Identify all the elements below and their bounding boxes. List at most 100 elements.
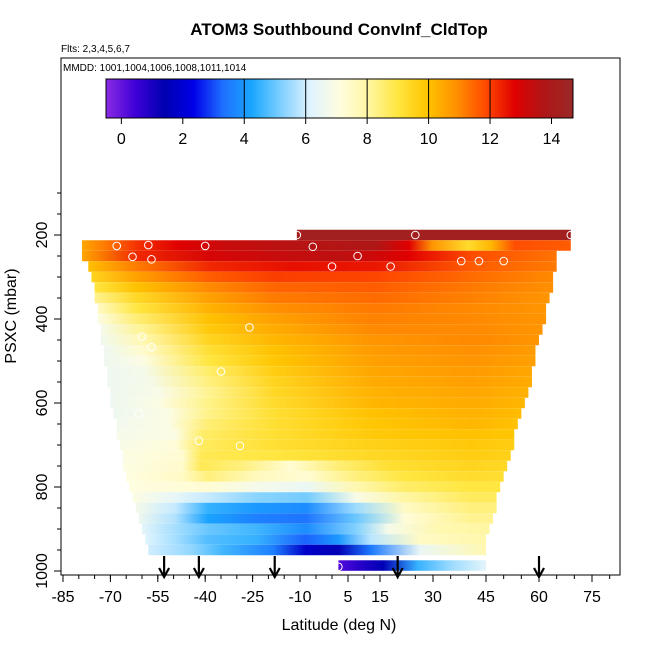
profile-band — [123, 460, 508, 472]
x-tick-label: -55 — [146, 589, 169, 606]
profile-band — [104, 355, 536, 367]
flight-arrow — [533, 556, 545, 580]
dates-label: MMDD: 1001,1004,1006,1008,1011,1014 — [63, 63, 247, 74]
profile-band — [107, 376, 532, 388]
flight-arrow — [268, 556, 281, 580]
profile-band — [132, 492, 497, 503]
colorbar-bar — [105, 78, 574, 119]
profile-band — [148, 544, 486, 556]
observation-circle — [194, 436, 204, 446]
x-tick-label: -40 — [194, 589, 217, 606]
profile-band — [119, 439, 515, 451]
profile-band — [138, 513, 494, 524]
observation-circle — [456, 256, 466, 266]
x-tick-label: 15 — [371, 589, 389, 606]
observation-circle — [308, 242, 318, 252]
x-tick-label: 5 — [344, 589, 353, 606]
x-tick-label: -10 — [288, 589, 311, 606]
observation-circle — [292, 230, 302, 240]
colorbar-tick-label: 10 — [420, 131, 438, 148]
observation-circle — [566, 230, 576, 240]
profile-band — [81, 240, 571, 251]
profile-band — [145, 534, 486, 545]
profile-band — [107, 366, 532, 377]
profile-band — [142, 523, 490, 535]
y-tick-label: 200 — [34, 222, 51, 249]
observation-circle — [334, 562, 343, 572]
colorbar-tick-label: 0 — [117, 131, 126, 148]
observation-circle — [128, 252, 137, 262]
y-axis: 200 400 600 800 1000 — [34, 192, 61, 589]
observation-circle — [147, 342, 156, 352]
observation-circle — [327, 262, 337, 271]
observation-circle — [245, 323, 254, 332]
x-tick-label: 45 — [477, 589, 495, 606]
observation-circle — [90, 355, 99, 365]
observation-circle — [474, 256, 484, 266]
chart-title: ATOM3 Southbound ConvInf_CldTop — [190, 20, 487, 39]
y-tick-label: 1000 — [34, 553, 51, 589]
observation-circle — [200, 241, 210, 251]
observation-circle — [134, 409, 144, 418]
profile-band — [100, 324, 543, 335]
colorbar-ticks: 0 2 4 6 8 10 12 14 — [117, 118, 561, 148]
observation-circle — [235, 441, 245, 451]
profile-band — [97, 303, 547, 314]
profile-band — [338, 560, 486, 571]
x-tick-label: -25 — [241, 589, 264, 606]
colorbar: 0 2 4 6 8 10 12 14 — [105, 78, 574, 148]
colorbar-tick-label: 2 — [178, 131, 187, 148]
observation-circle — [144, 240, 153, 250]
observation-circle — [137, 332, 147, 341]
x-axis-label: Latitude (deg N) — [282, 617, 397, 634]
profile-band — [123, 450, 511, 461]
y-tick-label: 800 — [34, 474, 51, 501]
profile-band — [113, 408, 522, 419]
profile-band — [296, 229, 571, 241]
observation-circle — [386, 262, 395, 271]
profile-band — [129, 481, 501, 493]
colorbar-tick-label: 6 — [301, 131, 310, 148]
profile-band — [135, 502, 497, 514]
x-tick-label: 60 — [530, 589, 548, 606]
profile-band — [97, 313, 547, 325]
y-axis-label: PSXC (mbar) — [3, 268, 20, 363]
x-tick-label: 75 — [583, 589, 601, 606]
profile-band — [88, 261, 557, 272]
profile-band — [94, 292, 550, 304]
profile-band — [126, 471, 504, 482]
y-tick-label: 600 — [34, 390, 51, 417]
x-tick-label: -70 — [99, 589, 122, 606]
x-tick-label: 30 — [424, 589, 442, 606]
profile-band — [104, 345, 536, 356]
flight-arrow — [158, 556, 171, 580]
profile-band — [91, 271, 554, 283]
colorbar-tick-label: 14 — [543, 131, 561, 148]
colorbar-tick-label: 12 — [481, 131, 499, 148]
observation-circle — [353, 251, 362, 261]
profile-band — [110, 397, 525, 409]
x-axis: -85 -70 -55 -40 -25 -10 5 15 30 45 60 75 — [51, 575, 611, 606]
profile-band — [110, 387, 529, 398]
x-tick-label: -85 — [51, 589, 74, 606]
y-tick-label: 400 — [34, 306, 51, 333]
colorbar-dividers — [243, 79, 491, 118]
arrow-head — [268, 567, 281, 580]
profile-band — [81, 250, 557, 262]
heatmap-profiles — [81, 229, 571, 571]
flight-arrow — [192, 556, 205, 580]
colorbar-tick-label: 8 — [363, 131, 372, 148]
arrow-head — [158, 567, 171, 580]
observation-circle — [499, 256, 508, 266]
observation-circle — [411, 230, 420, 240]
colorbar-tick-label: 4 — [240, 131, 249, 148]
observation-circles — [90, 230, 576, 572]
observation-circle — [112, 241, 122, 251]
profile-band — [116, 418, 518, 430]
plot-frame — [60, 57, 621, 576]
profile-band — [116, 429, 515, 440]
observation-circle — [147, 255, 156, 264]
observation-circle — [216, 367, 226, 376]
profile-band — [94, 282, 554, 293]
